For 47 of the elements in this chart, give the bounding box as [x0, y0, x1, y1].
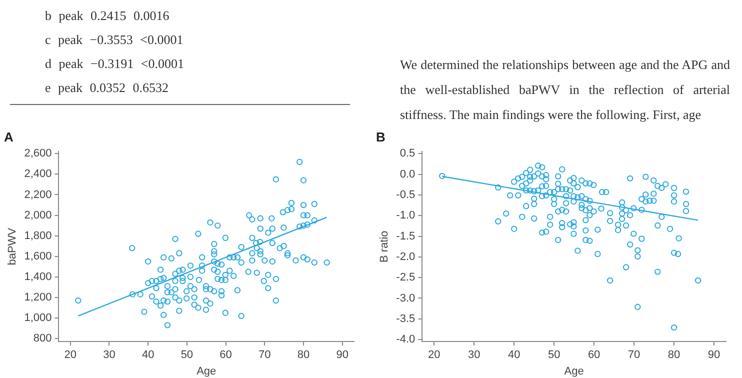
- y-tick-label: 1,400: [24, 270, 52, 283]
- x-tick-label: 80: [668, 349, 680, 362]
- y-tick-label: 2,000: [24, 209, 52, 222]
- text: b peak 0.2415 0.0016: [44, 7, 170, 25]
- y-tick-label: -3.5: [396, 312, 416, 325]
- x-tick-label: 30: [468, 349, 480, 362]
- text: d peak −0.3191 <0.0001: [44, 55, 185, 73]
- y-axis-title: baPWV: [6, 227, 19, 266]
- y-axis-title: B ratio: [378, 230, 391, 262]
- y-tick-label: -1.5: [396, 230, 416, 242]
- y-tick-label: 2,400: [24, 168, 52, 180]
- x-tick-label: 80: [297, 349, 310, 362]
- y-tick-label: 0.0: [400, 168, 416, 180]
- y-tick-label: 1,200: [24, 291, 52, 304]
- y-tick-label: -2.0: [396, 250, 416, 263]
- y-tick-label: 800: [33, 332, 52, 345]
- chart-title: A: [4, 129, 14, 144]
- y-tick-label: -0.5: [396, 189, 416, 201]
- x-tick-label: 20: [64, 349, 77, 362]
- chart-title: B: [376, 129, 386, 144]
- y-tick-label: 1,600: [24, 250, 52, 262]
- y-tick-label: 0.5: [400, 148, 416, 160]
- y-tick-label: -3.0: [396, 292, 416, 304]
- x-tick-label: 60: [588, 349, 600, 362]
- y-tick-label: 2,600: [24, 148, 52, 160]
- x-axis-title: Age: [196, 365, 216, 378]
- y-tick-label: 1,000: [24, 312, 52, 324]
- y-tick-label: 1,800: [24, 230, 52, 242]
- y-tick-label: -1.0: [396, 210, 416, 222]
- x-tick-label: 50: [180, 349, 194, 362]
- y-tick-label: 2,200: [24, 188, 52, 201]
- text: c peak −0.3553 <0.0001: [44, 31, 184, 49]
- y-tick-label: -2.5: [396, 272, 416, 284]
- x-tick-label: 90: [336, 349, 348, 362]
- x-tick-label: 40: [142, 349, 154, 362]
- x-tick-label: 70: [258, 349, 271, 362]
- x-axis-title: Age: [564, 365, 584, 378]
- y-tick-label: -4.0: [396, 334, 416, 346]
- text: e peak 0.0352 0.6532: [44, 79, 170, 97]
- x-tick-label: 50: [548, 349, 560, 362]
- x-tick-label: 60: [220, 349, 232, 362]
- x-tick-label: 30: [103, 349, 116, 362]
- x-tick-label: 40: [508, 349, 520, 362]
- x-tick-label: 70: [628, 349, 640, 362]
- text: We determined the relationships between age and the APG and the well-established baPWV in the reflection of arterial stiffness. The main findings were the following. First, age: [400, 56, 730, 124]
- x-tick-label: 90: [708, 349, 720, 362]
- x-tick-label: 20: [428, 349, 440, 362]
